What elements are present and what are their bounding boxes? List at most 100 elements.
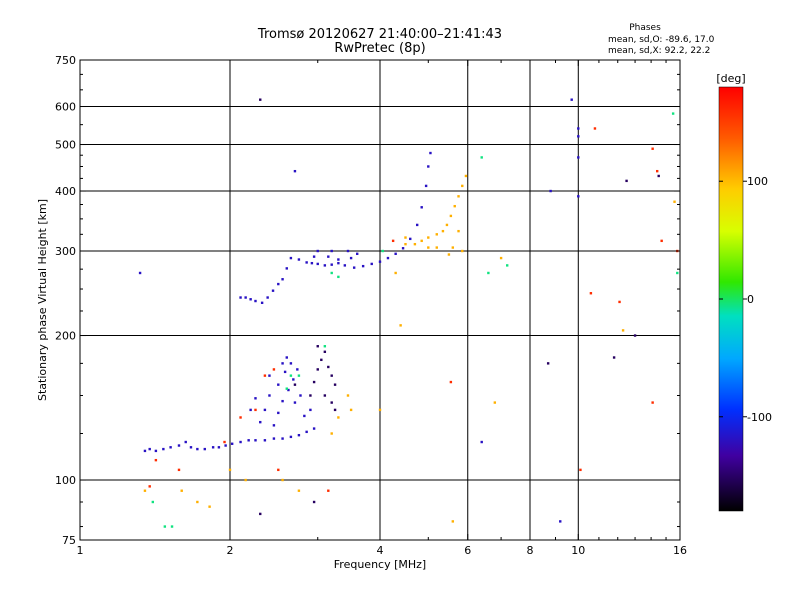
data-point [404, 236, 407, 239]
colorbar-label: [deg] [716, 72, 745, 85]
data-point [330, 263, 333, 266]
data-point [266, 296, 269, 299]
data-point [217, 446, 221, 449]
y-tick-label: 200 [55, 330, 76, 343]
data-point [461, 249, 464, 253]
data-point [427, 246, 430, 249]
data-point [254, 408, 257, 412]
data-point [655, 169, 659, 173]
data-point [154, 449, 158, 453]
data-point [316, 249, 319, 253]
data-point [289, 362, 293, 365]
data-point [327, 255, 330, 258]
data-point [378, 408, 382, 412]
data-point [612, 356, 616, 359]
data-point [671, 112, 675, 115]
data-point [162, 447, 165, 451]
data-point [281, 278, 284, 281]
data-point [394, 252, 397, 256]
data-point [409, 237, 412, 241]
data-point [272, 368, 276, 371]
data-point [297, 374, 301, 377]
data-point [254, 397, 257, 400]
y-tick-label: 100 [55, 474, 76, 487]
data-point [427, 165, 430, 168]
data-point [457, 195, 460, 198]
data-point [399, 324, 402, 327]
data-point [312, 255, 316, 258]
data-point [272, 424, 276, 427]
data-point [289, 435, 293, 439]
data-point [170, 525, 174, 528]
data-point [330, 249, 333, 253]
x-axis-label: Frequency [MHz] [334, 558, 426, 571]
data-point [505, 264, 509, 267]
y-axis-label: Stationary phase Virtual Height [km] [36, 199, 49, 401]
data-point [323, 345, 327, 348]
data-point [415, 223, 419, 227]
data-point [330, 374, 333, 377]
data-point [404, 242, 407, 246]
data-point [651, 147, 654, 150]
data-point [148, 485, 151, 488]
data-point [333, 408, 337, 412]
data-point [327, 489, 330, 492]
data-point [247, 439, 250, 442]
data-point [413, 242, 417, 246]
data-point [293, 169, 297, 173]
data-point [577, 135, 580, 138]
colorbar-tick-label: 100 [747, 175, 768, 188]
data-point [445, 223, 449, 227]
data-point [487, 271, 490, 275]
data-point [292, 378, 295, 381]
data-point [618, 300, 621, 304]
data-point [228, 468, 232, 472]
data-point [316, 368, 319, 371]
data-point [138, 271, 142, 275]
data-point [223, 440, 226, 444]
data-point [281, 362, 284, 365]
data-point [493, 401, 497, 404]
colorbar-ticks: 100 0 -100 [719, 175, 772, 424]
data-point [579, 468, 582, 472]
data-point [277, 383, 280, 386]
data-point [391, 239, 395, 243]
chart-subtitle: RwPretec (8p) [334, 41, 425, 56]
data-point [259, 420, 262, 424]
data-point [447, 253, 451, 256]
data-point [283, 370, 287, 374]
data-point [293, 401, 297, 404]
x-tick-label: 4 [377, 544, 384, 557]
data-point [277, 411, 280, 415]
data-point [333, 383, 337, 386]
data-point [189, 446, 193, 449]
data-point [337, 258, 340, 261]
data-point [239, 296, 242, 299]
data-point [429, 151, 432, 155]
data-point [349, 408, 353, 412]
data-point [312, 500, 316, 504]
data-point [249, 408, 252, 412]
data-point [244, 478, 247, 482]
data-point [263, 408, 267, 412]
data-point [309, 394, 312, 397]
data-point [435, 233, 438, 236]
data-point [169, 446, 172, 449]
data-point [420, 239, 423, 243]
data-point [271, 289, 275, 292]
data-point [316, 345, 319, 348]
data-point [577, 195, 580, 198]
data-point [559, 520, 562, 523]
colorbar-tick-label: 0 [747, 293, 754, 306]
y-tick-label: 75 [62, 534, 76, 547]
data-point [297, 258, 301, 261]
data-point [451, 246, 455, 249]
data-point [464, 174, 468, 178]
data-point [148, 447, 151, 451]
data-point [651, 401, 654, 404]
chart-title: Tromsø 20120627 21:40:00–21:41:43 [257, 27, 502, 42]
data-point [480, 156, 483, 159]
data-point [457, 229, 460, 233]
data-point [230, 442, 234, 445]
data-point [349, 256, 353, 260]
